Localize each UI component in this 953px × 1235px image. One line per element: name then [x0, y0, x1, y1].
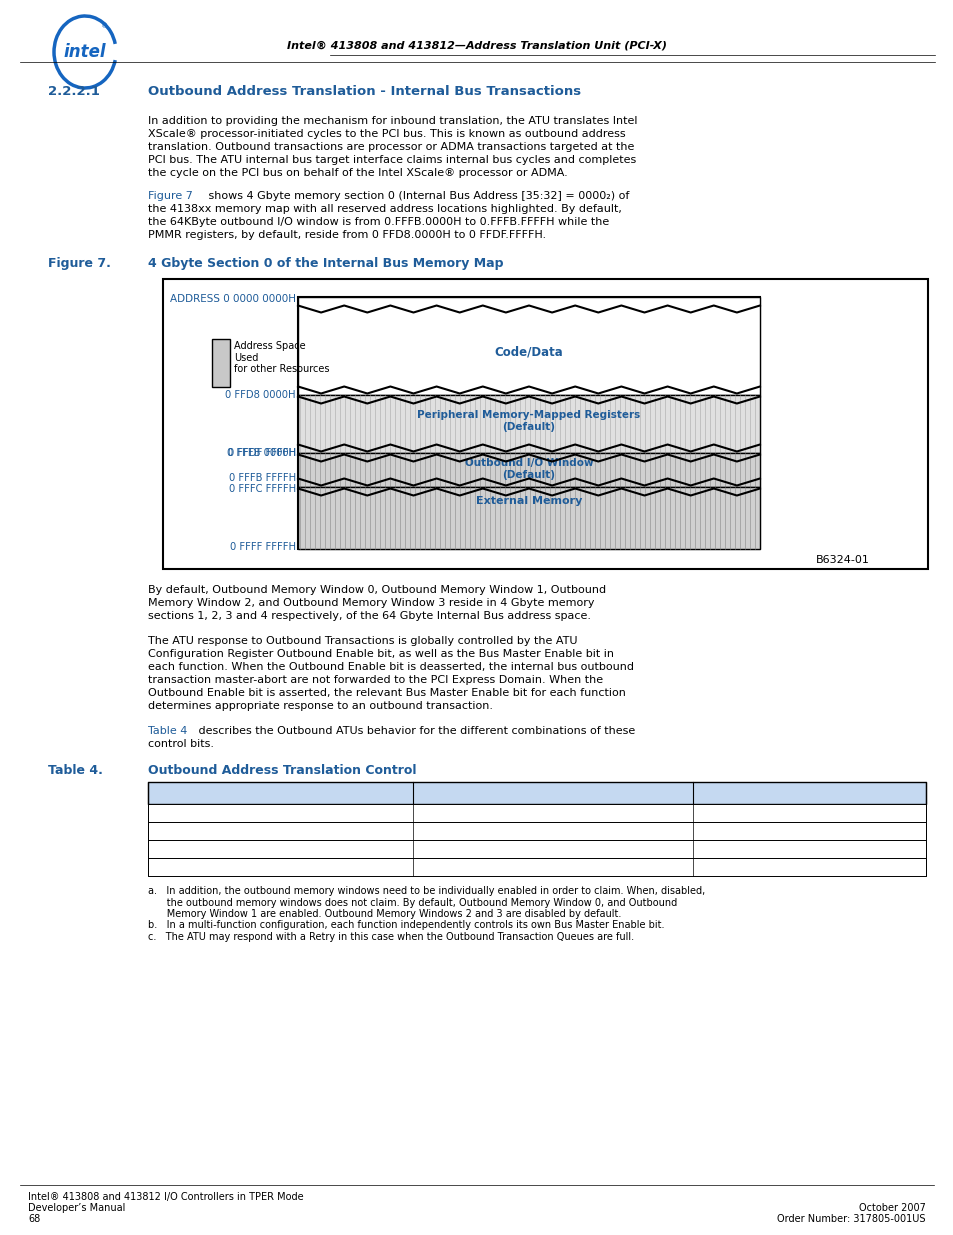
Text: PCI bus. The ATU internal bus target interface claims internal bus cycles and co: PCI bus. The ATU internal bus target int…	[148, 156, 636, 165]
Text: Memory Window 1 are enabled. Outbound Memory Windows 2 and 3 are disabled by def: Memory Window 1 are enabled. Outbound Me…	[148, 909, 620, 919]
Text: 4 Gbyte Section 0 of the Internal Bus Memory Map: 4 Gbyte Section 0 of the Internal Bus Me…	[148, 257, 503, 270]
Text: intel: intel	[64, 43, 106, 61]
Text: XScale® processor-initiated cycles to the PCI bus. This is known as outbound add: XScale® processor-initiated cycles to th…	[148, 128, 625, 140]
Text: Configuration Register Outbound Enable bit, as well as the Bus Master Enable bit: Configuration Register Outbound Enable b…	[148, 650, 614, 659]
Text: 0 FFFC FFFFH: 0 FFFC FFFFH	[229, 484, 295, 494]
Text: b.   In a multi-function configuration, each function independently controls its: b. In a multi-function configuration, ea…	[148, 920, 664, 930]
Text: Intel® 413808 and 413812—Address Translation Unit (PCI-X): Intel® 413808 and 413812—Address Transla…	[287, 40, 666, 49]
Text: 0: 0	[698, 808, 705, 818]
Bar	[297, 296, 760, 550]
Text: Retry: Retry	[153, 844, 184, 853]
Text: 0: 0	[698, 844, 705, 853]
Text: Table 4: Table 4	[148, 726, 187, 736]
Bar	[148, 823, 925, 840]
Bar	[297, 395, 760, 453]
Text: the 4138xx memory map with all reserved address locations highlighted. By defaul: the 4138xx memory map with all reserved …	[148, 204, 621, 214]
Text: ADDRESS 0 0000 0000H: ADDRESS 0 0000 0000H	[170, 294, 295, 304]
Bar	[297, 296, 760, 395]
Text: transaction master-abort are not forwarded to the PCI Express Domain. When the: transaction master-abort are not forward…	[148, 676, 602, 685]
Text: describes the Outbound ATUs behavior for the different combinations of these: describes the Outbound ATUs behavior for…	[194, 726, 635, 736]
Text: The ATU response to Outbound Transactions is globally controlled by the ATU: The ATU response to Outbound Transaction…	[148, 636, 577, 646]
Text: 1: 1	[698, 862, 705, 872]
Text: Peripheral Memory-Mapped Registers: Peripheral Memory-Mapped Registers	[416, 410, 640, 420]
Text: Memory Window 2, and Outbound Memory Window 3 reside in 4 Gbyte memory: Memory Window 2, and Outbound Memory Win…	[148, 598, 594, 608]
Text: Intel® 413808 and 413812 I/O Controllers in TPER Mode: Intel® 413808 and 413812 I/O Controllers…	[28, 1192, 303, 1202]
Text: 0 FFD8 0000H: 0 FFD8 0000H	[225, 390, 295, 400]
Bar	[212, 338, 230, 387]
Bar	[148, 840, 925, 858]
Text: shows 4 Gbyte memory section 0 (Internal Bus Address [35:32] = 0000₂) of: shows 4 Gbyte memory section 0 (Internal…	[205, 191, 629, 201]
Text: Outbound Enable bit is asserted, the relevant Bus Master Enable bit for each fun: Outbound Enable bit is asserted, the rel…	[148, 688, 625, 698]
Text: 1: 1	[698, 826, 705, 836]
Text: the 64KByte outbound I/O window is from 0.FFFB.0000H to 0.FFFB.FFFFH while the: the 64KByte outbound I/O window is from …	[148, 217, 609, 227]
Bar	[148, 858, 925, 876]
Text: Outbound I/O Window: Outbound I/O Window	[464, 458, 593, 468]
Text: 0 FFDF FFFFH: 0 FFDF FFFFH	[228, 448, 295, 458]
Text: Outbound Response: Outbound Response	[221, 788, 339, 798]
Text: 1: 1	[418, 862, 425, 872]
Text: B6324-01: B6324-01	[815, 555, 869, 564]
Text: control bits.: control bits.	[148, 739, 213, 748]
Text: sections 1, 2, 3 and 4 respectively, of the 64 Gbyte Internal Bus address space.: sections 1, 2, 3 and 4 respectively, of …	[148, 611, 590, 621]
Text: 1: 1	[418, 844, 425, 853]
Text: 0 FFFF FFFFH: 0 FFFF FFFFH	[230, 542, 295, 552]
Text: Code/Data: Code/Data	[494, 346, 563, 358]
Text: a.   In addition, the outbound memory windows need to be individually enabled in: a. In addition, the outbound memory wind…	[148, 885, 704, 897]
Text: (Default): (Default)	[502, 422, 555, 432]
Text: Figure 7: Figure 7	[148, 191, 193, 201]
Bar	[297, 453, 760, 487]
Text: Master-Abort: Master-Abort	[153, 808, 225, 818]
Text: Master-Abort: Master-Abort	[153, 826, 225, 836]
Text: Table 4.: Table 4.	[48, 764, 103, 777]
Bar	[148, 804, 925, 823]
Text: Address Space
Used
for other Resources: Address Space Used for other Resources	[233, 341, 329, 374]
Text: determines appropriate response to an outbound transaction.: determines appropriate response to an ou…	[148, 701, 493, 711]
Text: 0: 0	[418, 826, 425, 836]
Text: Outbound Enableᵃ (ATUCR[1]): Outbound Enableᵃ (ATUCR[1])	[465, 788, 639, 798]
Text: Figure 7.: Figure 7.	[48, 257, 111, 270]
Text: PMMR registers, by default, reside from 0 FFD8.0000H to 0 FFDF.FFFFH.: PMMR registers, by default, reside from …	[148, 230, 545, 240]
Text: the cycle on the PCI bus on behalf of the Intel XScale® processor or ADMA.: the cycle on the PCI bus on behalf of th…	[148, 168, 567, 178]
Text: (Default): (Default)	[502, 471, 555, 480]
Text: translation. Outbound transactions are processor or ADMA transactions targeted a: translation. Outbound transactions are p…	[148, 142, 634, 152]
Text: Outbound Address Translation - Internal Bus Transactions: Outbound Address Translation - Internal …	[148, 85, 580, 98]
Text: Order Number: 317805-001US: Order Number: 317805-001US	[777, 1214, 925, 1224]
Text: Bus Master Enableᵇ: Bus Master Enableᵇ	[751, 788, 865, 798]
Bar	[163, 279, 927, 569]
Text: Developer’s Manual: Developer’s Manual	[28, 1203, 125, 1213]
Text: the outbound memory windows does not claim. By default, Outbound Memory Window 0: the outbound memory windows does not cla…	[148, 898, 677, 908]
Bar	[148, 782, 925, 804]
Text: 0 FFFB FFFFH: 0 FFFB FFFFH	[229, 473, 295, 483]
Text: 0: 0	[418, 808, 425, 818]
Text: In addition to providing the mechanism for inbound translation, the ATU translat: In addition to providing the mechanism f…	[148, 116, 637, 126]
Bar	[297, 487, 760, 550]
Text: each function. When the Outbound Enable bit is deasserted, the internal bus outb: each function. When the Outbound Enable …	[148, 662, 634, 672]
Text: ®: ®	[101, 23, 109, 28]
Text: October 2007: October 2007	[859, 1203, 925, 1213]
Text: 0 FFFB 0000H: 0 FFFB 0000H	[227, 448, 295, 458]
Text: By default, Outbound Memory Window 0, Outbound Memory Window 1, Outbound: By default, Outbound Memory Window 0, Ou…	[148, 585, 605, 595]
Text: Outbound Address Translation Control: Outbound Address Translation Control	[148, 764, 416, 777]
Text: Claimᶜ: Claimᶜ	[153, 862, 190, 872]
Text: External Memory: External Memory	[476, 496, 581, 506]
Text: 68: 68	[28, 1214, 40, 1224]
Text: 2.2.2.1: 2.2.2.1	[48, 85, 100, 98]
Text: c.   The ATU may respond with a Retry in this case when the Outbound Transaction: c. The ATU may respond with a Retry in t…	[148, 932, 634, 942]
